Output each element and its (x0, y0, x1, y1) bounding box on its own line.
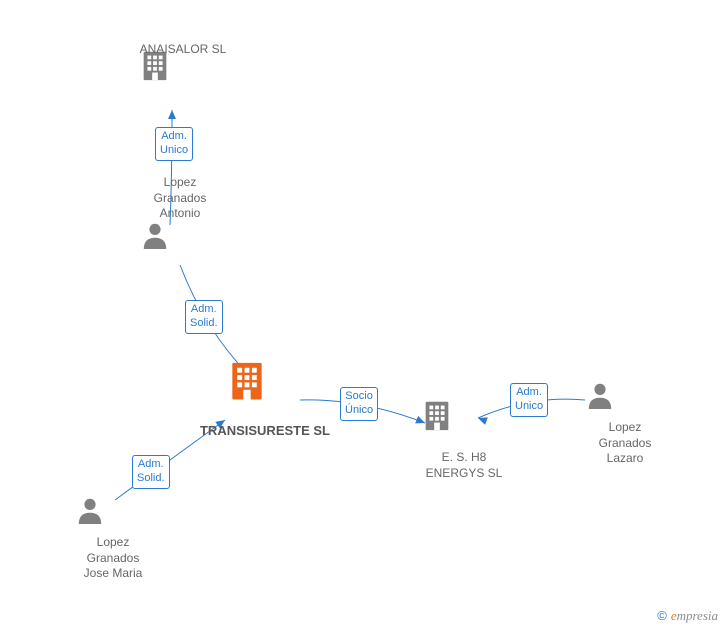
building-icon (225, 358, 269, 407)
copyright-symbol: © (657, 608, 667, 623)
edge-label-e2: Adm. Solid. (185, 300, 223, 334)
node-label-anaisalor: ANAISALOR SL (128, 42, 238, 58)
building-icon (420, 398, 454, 437)
person-icon (141, 221, 169, 254)
brand-watermark: ©empresia (657, 608, 718, 624)
edge-arrow-e1 (168, 110, 176, 119)
edge-label-e4: Socio Único (340, 387, 378, 421)
brand-name-rest: mpresia (677, 608, 718, 623)
edge-arrow-e5 (477, 414, 488, 425)
edge-label-e3: Adm. Solid. (132, 455, 170, 489)
node-label-transisureste: TRANSISURESTE SL (180, 423, 350, 440)
person-icon (586, 381, 614, 414)
node-label-lopez_antonio: Lopez Granados Antonio (140, 175, 220, 222)
person-icon (76, 496, 104, 529)
node-label-lopez_lazaro: Lopez Granados Lazaro (580, 420, 670, 467)
edge-label-e5: Adm. Unico (510, 383, 548, 417)
node-label-lopez_josemaria: Lopez Granados Jose Maria (68, 535, 158, 582)
edge-label-e1: Adm. Unico (155, 127, 193, 161)
node-label-energys: E. S. H8 ENERGYS SL (404, 450, 524, 481)
